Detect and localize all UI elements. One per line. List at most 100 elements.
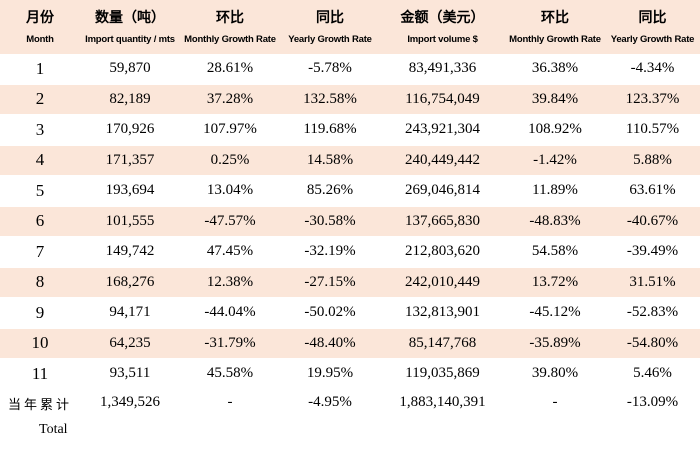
cell-month: 11	[0, 358, 80, 390]
header-volume-en: Import volume $	[380, 34, 505, 54]
cell-qty-monthly: -47.57%	[180, 206, 280, 237]
header-qty-yearly-cn: 同比	[280, 0, 380, 34]
cell-qty-monthly: 13.04%	[180, 175, 280, 207]
table-row: 7 149,742 47.45% -32.19% 212,803,620 54.58% -3…	[0, 236, 700, 268]
cell-quantity: 168,276	[80, 267, 180, 298]
cell-qty-yearly: 119.68%	[280, 114, 380, 146]
header-quantity-en: Import quantity / mts	[80, 34, 180, 54]
cell-quantity: 101,555	[80, 206, 180, 237]
table-row: 8 168,276 12.38% -27.15% 242,010,449 13.72% 31…	[0, 267, 700, 298]
cell-month: 7	[0, 236, 80, 268]
cell-qty-yearly: -50.02%	[280, 297, 380, 329]
cell-vol-monthly: 13.72%	[505, 267, 605, 298]
cell-volume: 116,754,049	[380, 84, 505, 115]
cell-vol-yearly: -52.83%	[605, 297, 700, 329]
header-row-en: Month Import quantity / mts Monthly Grow…	[0, 34, 700, 54]
cell-volume: 212,803,620	[380, 236, 505, 268]
table-row: 3 170,926 107.97% 119.68% 243,921,304 108.92%…	[0, 114, 700, 146]
cell-month: 8	[0, 267, 80, 298]
cell-qty-monthly: 37.28%	[180, 84, 280, 115]
cell-qty-monthly: 28.61%	[180, 54, 280, 85]
table-body: 1 59,870 28.61% -5.78% 83,491,336 36.38% -4.34…	[0, 54, 700, 450]
table-row: 10 64,235 -31.79% -48.40% 85,147,768 -35.89% -…	[0, 328, 700, 359]
cell-vol-yearly: 63.61%	[605, 175, 700, 207]
cell-vol-yearly: -54.80%	[605, 328, 700, 359]
cell-qty-yearly: 85.26%	[280, 175, 380, 207]
cell-vol-yearly: -40.67%	[605, 206, 700, 237]
cell-month: 1	[0, 54, 80, 85]
header-month-cn: 月份	[0, 0, 80, 34]
cell-volume: 85,147,768	[380, 328, 505, 359]
cell-vol-monthly: 11.89%	[505, 175, 605, 207]
cell-qty-yearly: -5.78%	[280, 54, 380, 85]
cell-month: 6	[0, 206, 80, 237]
cell-quantity: 170,926	[80, 114, 180, 146]
cell-qty-yearly: 14.58%	[280, 145, 380, 176]
cell-qty-monthly: 12.38%	[180, 267, 280, 298]
cell-vol-monthly: 36.38%	[505, 54, 605, 85]
cell-month: 3	[0, 114, 80, 146]
cell-vol-yearly: 31.51%	[605, 267, 700, 298]
cell-quantity: 94,171	[80, 297, 180, 329]
cell-qty-yearly: -48.40%	[280, 328, 380, 359]
cell-vol-monthly: 54.58%	[505, 236, 605, 268]
table-row: 2 82,189 37.28% 132.58% 116,754,049 39.84% 123…	[0, 84, 700, 115]
header-vol-yearly-cn: 同比	[605, 0, 700, 34]
total-label-cn: 当年累计	[7, 397, 72, 413]
cell-vol-monthly: 108.92%	[505, 114, 605, 146]
cell-vol-yearly: -39.49%	[605, 236, 700, 268]
header-vol-monthly-en: Monthly Growth Rate	[505, 34, 605, 54]
cell-vol-yearly: 5.46%	[605, 358, 700, 390]
cell-quantity: 82,189	[80, 84, 180, 115]
total-label-en: Total	[39, 421, 68, 437]
header-vol-yearly-en: Yearly Growth Rate	[605, 34, 700, 54]
cell-vol-yearly: -4.34%	[605, 54, 700, 85]
cell-quantity: 93,511	[80, 358, 180, 390]
total-qty-monthly: -	[180, 388, 280, 450]
cell-volume: 119,035,869	[380, 358, 505, 390]
cell-vol-yearly: 110.57%	[605, 114, 700, 146]
header-row-cn: 月份 数量（吨） 环比 同比 金额（美元） 环比 同比	[0, 0, 700, 34]
table-row: 5 193,694 13.04% 85.26% 269,046,814 11.89% 63.…	[0, 175, 700, 207]
total-vol-monthly: -	[505, 388, 605, 450]
cell-qty-yearly: 19.95%	[280, 358, 380, 390]
cell-volume: 132,813,901	[380, 297, 505, 329]
header-qty-yearly-en: Yearly Growth Rate	[280, 34, 380, 54]
table-row: 4 171,357 0.25% 14.58% 240,449,442 -1.42% 5.88…	[0, 145, 700, 176]
cell-vol-monthly: 39.84%	[505, 84, 605, 115]
cell-vol-monthly: -1.42%	[505, 145, 605, 176]
cell-volume: 269,046,814	[380, 175, 505, 207]
cell-qty-monthly: 107.97%	[180, 114, 280, 146]
cell-volume: 243,921,304	[380, 114, 505, 146]
header-month-en: Month	[0, 34, 80, 54]
cell-volume: 240,449,442	[380, 145, 505, 176]
cell-vol-monthly: -35.89%	[505, 328, 605, 359]
cell-vol-monthly: -48.83%	[505, 206, 605, 237]
cell-qty-monthly: 47.45%	[180, 236, 280, 268]
total-quantity: 1,349,526	[80, 388, 180, 450]
cell-quantity: 171,357	[80, 145, 180, 176]
table-row: 9 94,171 -44.04% -50.02% 132,813,901 -45.12% -…	[0, 297, 700, 329]
cell-qty-yearly: -27.15%	[280, 267, 380, 298]
cell-volume: 242,010,449	[380, 267, 505, 298]
cell-quantity: 149,742	[80, 236, 180, 268]
cell-month: 5	[0, 175, 80, 207]
total-row: 当年累计 Total 1,349,526 - -4.95% 1,883,140,…	[0, 388, 700, 450]
cell-qty-monthly: -44.04%	[180, 297, 280, 329]
cell-month: 2	[0, 84, 80, 115]
cell-quantity: 64,235	[80, 328, 180, 359]
cell-qty-yearly: -32.19%	[280, 236, 380, 268]
table-header: 月份 数量（吨） 环比 同比 金额（美元） 环比 同比 Month Import…	[0, 0, 700, 54]
cell-qty-monthly: 0.25%	[180, 145, 280, 176]
total-qty-yearly: -4.95%	[280, 388, 380, 450]
cell-vol-monthly: -45.12%	[505, 297, 605, 329]
cell-vol-yearly: 123.37%	[605, 84, 700, 115]
cell-vol-monthly: 39.80%	[505, 358, 605, 390]
cell-volume: 83,491,336	[380, 54, 505, 85]
table-row: 1 59,870 28.61% -5.78% 83,491,336 36.38% -4.34…	[0, 54, 700, 85]
cell-quantity: 193,694	[80, 175, 180, 207]
cell-qty-yearly: -30.58%	[280, 206, 380, 237]
cell-vol-yearly: 5.88%	[605, 145, 700, 176]
cell-qty-monthly: -31.79%	[180, 328, 280, 359]
